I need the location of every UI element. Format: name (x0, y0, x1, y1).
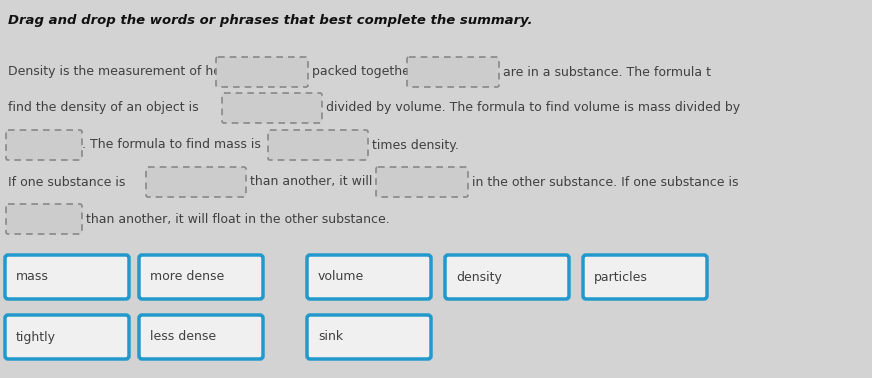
FancyBboxPatch shape (139, 255, 263, 299)
FancyBboxPatch shape (445, 255, 569, 299)
FancyBboxPatch shape (307, 315, 431, 359)
FancyBboxPatch shape (307, 255, 431, 299)
Text: volume: volume (318, 271, 364, 284)
Text: Drag and drop the words or phrases that best complete the summary.: Drag and drop the words or phrases that … (8, 14, 533, 27)
Text: more dense: more dense (150, 271, 224, 284)
Text: than another, it will: than another, it will (246, 175, 377, 189)
Text: density: density (456, 271, 502, 284)
Text: mass: mass (16, 271, 49, 284)
FancyBboxPatch shape (268, 130, 368, 160)
Text: Density is the measurement of how: Density is the measurement of how (8, 65, 235, 79)
Text: If one substance is: If one substance is (8, 175, 129, 189)
Text: . The formula to find mass is: . The formula to find mass is (82, 138, 265, 152)
Text: packed together: packed together (308, 65, 419, 79)
Text: are in a substance. The formula t: are in a substance. The formula t (499, 65, 711, 79)
FancyBboxPatch shape (5, 315, 129, 359)
Text: particles: particles (594, 271, 648, 284)
FancyBboxPatch shape (6, 130, 82, 160)
Text: tightly: tightly (16, 330, 56, 344)
FancyBboxPatch shape (146, 167, 246, 197)
FancyBboxPatch shape (6, 204, 82, 234)
FancyBboxPatch shape (5, 255, 129, 299)
Text: divided by volume. The formula to find volume is mass divided by: divided by volume. The formula to find v… (322, 102, 740, 115)
Text: find the density of an object is: find the density of an object is (8, 102, 202, 115)
FancyBboxPatch shape (139, 315, 263, 359)
Text: less dense: less dense (150, 330, 216, 344)
Text: sink: sink (318, 330, 343, 344)
Text: in the other substance. If one substance is: in the other substance. If one substance… (468, 175, 739, 189)
Text: times density.: times density. (368, 138, 459, 152)
FancyBboxPatch shape (407, 57, 499, 87)
FancyBboxPatch shape (583, 255, 707, 299)
Text: than another, it will float in the other substance.: than another, it will float in the other… (82, 212, 390, 226)
FancyBboxPatch shape (376, 167, 468, 197)
FancyBboxPatch shape (216, 57, 308, 87)
FancyBboxPatch shape (222, 93, 322, 123)
